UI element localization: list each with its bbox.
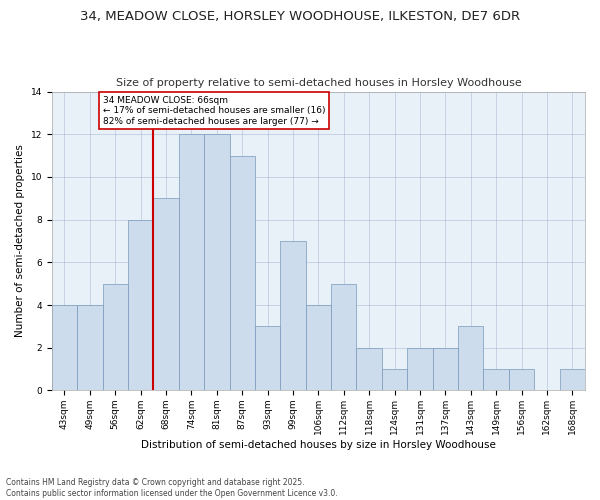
- Title: Size of property relative to semi-detached houses in Horsley Woodhouse: Size of property relative to semi-detach…: [116, 78, 521, 88]
- Text: 34, MEADOW CLOSE, HORSLEY WOODHOUSE, ILKESTON, DE7 6DR: 34, MEADOW CLOSE, HORSLEY WOODHOUSE, ILK…: [80, 10, 520, 23]
- Bar: [407, 348, 433, 391]
- Bar: [331, 284, 356, 391]
- X-axis label: Distribution of semi-detached houses by size in Horsley Woodhouse: Distribution of semi-detached houses by …: [141, 440, 496, 450]
- Bar: [280, 241, 305, 390]
- Bar: [52, 305, 77, 390]
- Bar: [484, 369, 509, 390]
- Bar: [103, 284, 128, 391]
- Bar: [433, 348, 458, 391]
- Bar: [154, 198, 179, 390]
- Bar: [179, 134, 204, 390]
- Text: 34 MEADOW CLOSE: 66sqm
← 17% of semi-detached houses are smaller (16)
82% of sem: 34 MEADOW CLOSE: 66sqm ← 17% of semi-det…: [103, 96, 325, 126]
- Bar: [305, 305, 331, 390]
- Bar: [128, 220, 154, 390]
- Text: Contains HM Land Registry data © Crown copyright and database right 2025.
Contai: Contains HM Land Registry data © Crown c…: [6, 478, 338, 498]
- Bar: [255, 326, 280, 390]
- Y-axis label: Number of semi-detached properties: Number of semi-detached properties: [15, 144, 25, 338]
- Bar: [458, 326, 484, 390]
- Bar: [509, 369, 534, 390]
- Bar: [356, 348, 382, 391]
- Bar: [204, 134, 230, 390]
- Bar: [382, 369, 407, 390]
- Bar: [77, 305, 103, 390]
- Bar: [230, 156, 255, 390]
- Bar: [560, 369, 585, 390]
